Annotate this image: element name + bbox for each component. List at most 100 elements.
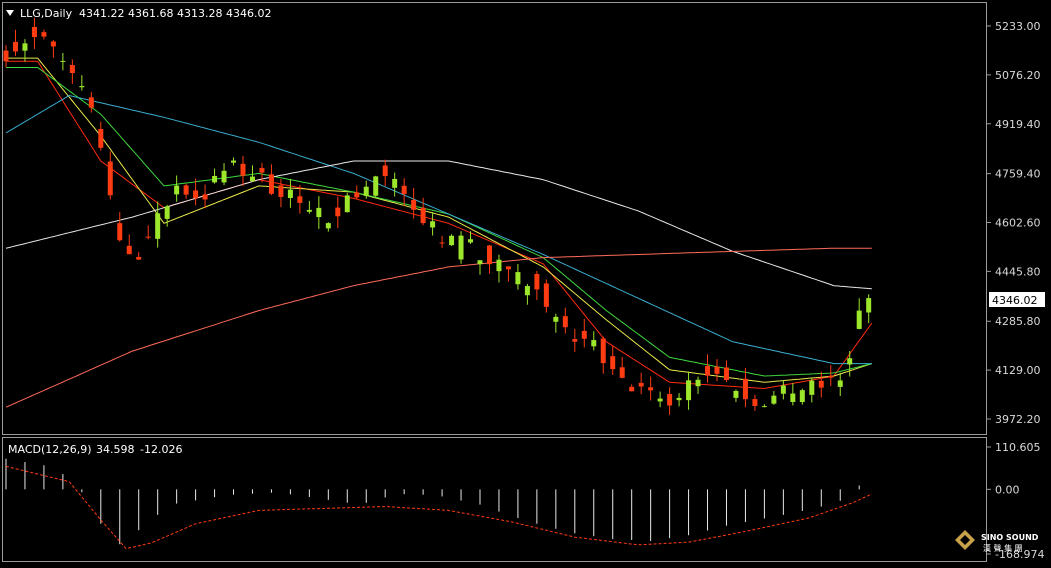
candle-body (202, 194, 208, 200)
price-axis: 5233.00 5076.20 4919.40 4759.40 4602.60 4445.… (986, 20, 1041, 426)
candle-body (363, 186, 369, 196)
macd-title: MACD(12,26,9) (8, 443, 92, 456)
candle-body (174, 185, 180, 195)
candle-body (458, 235, 464, 260)
macd-signal (5, 465, 873, 550)
candle-body (761, 406, 767, 408)
moving-average-line (5, 247, 872, 408)
candle-body (714, 366, 720, 374)
candle-body (477, 260, 483, 265)
candle-body (430, 221, 436, 228)
candle-body (818, 380, 824, 388)
candle-body (657, 398, 663, 402)
macd-tick-label: 110.605 (995, 441, 1041, 454)
candle-body (496, 259, 502, 272)
candle-body (12, 41, 18, 52)
candle-body (591, 340, 597, 347)
candle-body (515, 272, 521, 285)
candle-body (581, 330, 587, 339)
candle-body (667, 393, 673, 406)
candle-body (325, 223, 331, 229)
candle-body (231, 160, 237, 163)
price-tick-label: 4919.40 (995, 118, 1041, 131)
candle-body (686, 380, 692, 401)
candle-body (553, 316, 559, 322)
candle-body (287, 189, 293, 198)
candle-body (638, 382, 644, 387)
candle-body (799, 390, 805, 403)
candle-body (695, 379, 701, 387)
candle-body (505, 266, 511, 270)
candle-body (145, 236, 151, 238)
candlesticks (3, 17, 872, 415)
candle-body (600, 338, 606, 364)
candle-body (335, 207, 341, 217)
candle-body (98, 128, 104, 148)
candle-body (676, 397, 682, 401)
candle-body (401, 185, 407, 195)
macd-pane-frame (2, 437, 987, 562)
candle-body (297, 196, 303, 203)
candle-body (790, 393, 796, 402)
macd-tick-label: 0.00 (995, 483, 1020, 496)
diamond-logo-inner (960, 535, 970, 545)
candle-body (3, 50, 9, 62)
macd-tick-label: -168.974 (995, 548, 1044, 561)
price-tick-label: 5233.00 (995, 20, 1041, 33)
chevron-down-icon[interactable] (6, 10, 14, 16)
candle-body (88, 97, 94, 108)
macd-signal-line (5, 465, 873, 550)
candle-body (240, 163, 246, 176)
candle-body (316, 207, 322, 218)
moving-average-line (6, 60, 873, 390)
candle-body (420, 207, 426, 224)
moving-average-line (5, 94, 872, 365)
current-price-box (989, 292, 1045, 307)
candle-body (41, 32, 47, 37)
candle-body (468, 239, 474, 243)
candle-body (354, 192, 360, 198)
candle-body (780, 385, 786, 394)
macd-axis: 110.605 0.00 -168.974 (986, 441, 1044, 561)
price-tick-label: 5076.20 (995, 69, 1041, 82)
candle-body (648, 387, 654, 391)
price-pane-frame (2, 2, 987, 435)
brand-name-cn: 漢 聲 集 團 (983, 543, 1023, 553)
candle-body (705, 365, 711, 376)
candle-body (60, 60, 66, 62)
price-tick-label: 4759.40 (995, 168, 1041, 181)
price-tick-label: 4129.00 (995, 364, 1041, 377)
candle-body (164, 206, 170, 219)
candle-body (837, 380, 843, 387)
price-tick-label: 3972.20 (995, 413, 1041, 426)
candle-body (155, 213, 161, 239)
moving-average-line (5, 160, 872, 290)
candle-body (828, 375, 834, 378)
candle-body (136, 257, 142, 260)
candle-body (629, 386, 635, 392)
candle-body (392, 178, 398, 188)
candle-body (344, 195, 350, 213)
candle-body (449, 235, 455, 246)
candle-body (117, 223, 123, 241)
candle-body (382, 165, 388, 177)
candle-body (733, 390, 739, 398)
candle-body (183, 185, 189, 195)
candle-body (278, 185, 284, 197)
current-price-label: 4346.02 (992, 294, 1038, 307)
candle-body (212, 175, 218, 183)
candle-body (543, 283, 549, 307)
candle-body (723, 367, 729, 381)
candle-body (771, 395, 777, 404)
candle-body (619, 367, 625, 378)
candle-body (22, 43, 28, 51)
candle-body (534, 273, 540, 290)
macd-signal-value: -12.026 (140, 443, 182, 456)
candle-body (126, 245, 132, 255)
candle-body (809, 380, 815, 395)
candle-body (50, 41, 56, 47)
brand-name: SINO SOUND (981, 533, 1039, 542)
candle-body (31, 26, 37, 38)
macd-histogram (5, 458, 860, 545)
